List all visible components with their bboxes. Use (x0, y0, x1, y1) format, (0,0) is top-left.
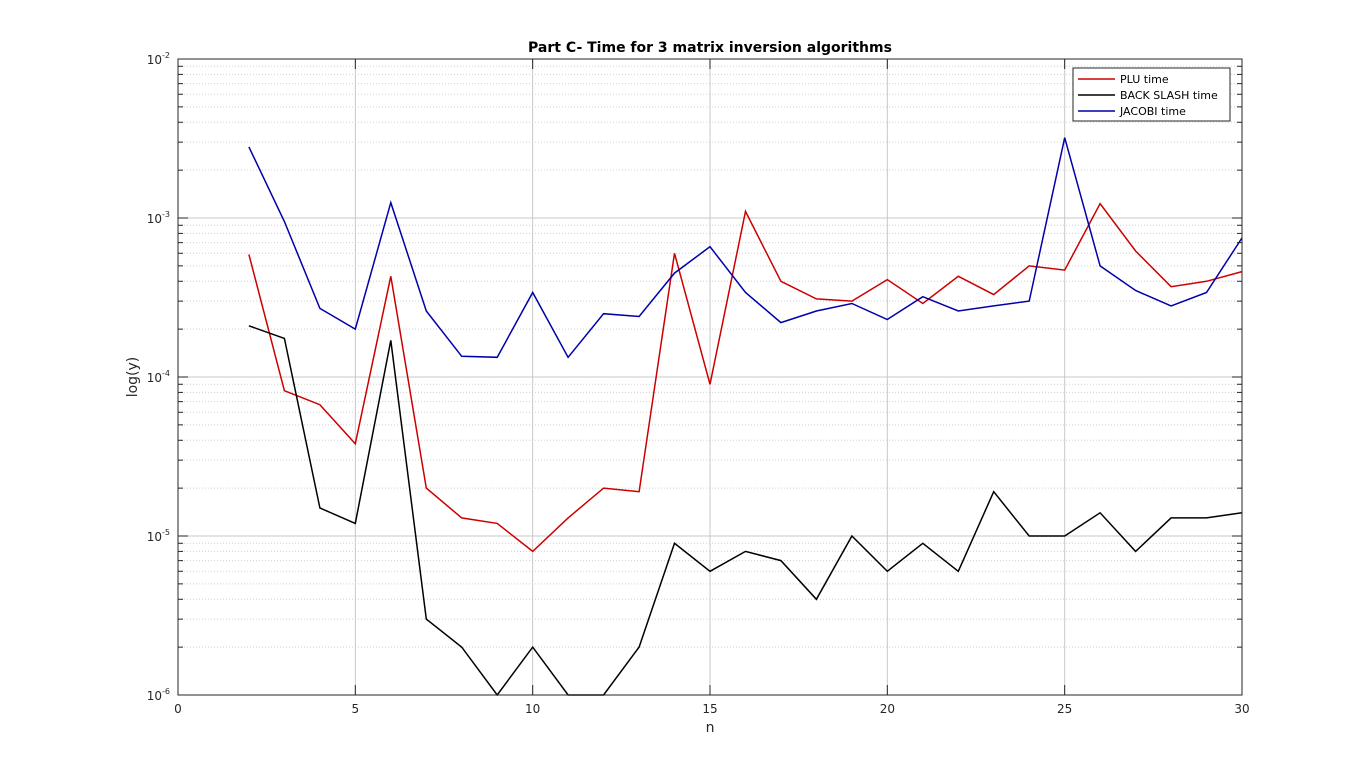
x-tick-label: 5 (352, 702, 360, 716)
series-line-1 (248, 202, 1243, 553)
y-tick-exponent: -3 (162, 210, 170, 219)
x-axis-label: n (706, 720, 715, 736)
y-tick-label: 10-5 (147, 528, 170, 544)
legend: PLU time BACK SLASH time JACOBI time (1072, 67, 1231, 122)
series-line-2 (248, 325, 1243, 697)
y-tick-base: 10 (147, 530, 162, 544)
y-axis-label: log(y) (125, 357, 141, 398)
y-tick-label: 10-2 (147, 51, 170, 67)
y-tick-base: 10 (147, 371, 162, 385)
y-tick-label: 10-4 (147, 369, 170, 385)
chart-title: Part C- Time for 3 matrix inversion algo… (528, 40, 892, 56)
legend-label: PLU time (1120, 73, 1169, 86)
x-tick-label: 15 (702, 702, 717, 716)
x-tick-label: 10 (525, 702, 540, 716)
legend-label: JACOBI time (1119, 105, 1186, 118)
y-tick-exponent: -2 (162, 51, 170, 60)
axis-ticks (177, 58, 1243, 696)
y-tick-exponent: -6 (162, 687, 170, 696)
x-tick-label: 0 (174, 702, 182, 716)
series-line-3 (248, 137, 1243, 359)
y-tick-labels: 10-610-510-410-310-2 (147, 51, 170, 703)
x-tick-labels: 0 5 10 15 20 25 30 (174, 702, 1249, 716)
series-group (248, 137, 1243, 697)
x-tick-label: 30 (1234, 702, 1249, 716)
x-tick-label: 25 (1057, 702, 1072, 716)
y-tick-base: 10 (147, 689, 162, 703)
y-tick-base: 10 (147, 212, 162, 226)
x-tick-label: 20 (880, 702, 895, 716)
legend-label: BACK SLASH time (1120, 89, 1218, 102)
y-tick-base: 10 (147, 53, 162, 67)
y-tick-label: 10-3 (147, 210, 170, 226)
y-tick-label: 10-6 (147, 687, 170, 703)
y-tick-exponent: -4 (162, 369, 170, 378)
y-tick-exponent: -5 (162, 528, 170, 537)
